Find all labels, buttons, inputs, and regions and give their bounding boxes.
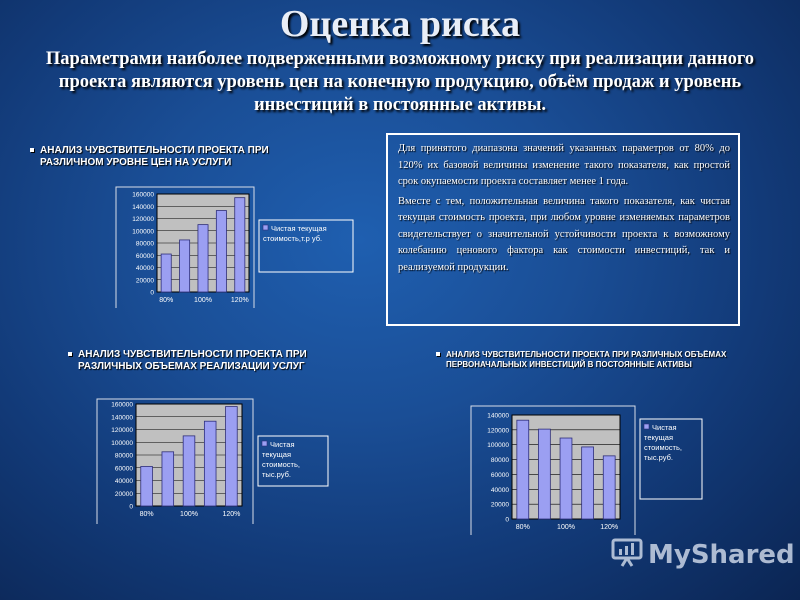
- legend-swatch: [262, 224, 269, 231]
- x-tick-label: 80%: [516, 524, 530, 531]
- x-tick-label: 80%: [140, 511, 154, 518]
- bar: [203, 420, 217, 507]
- x-tick-label: 80%: [159, 297, 173, 304]
- section-heading-investment-text: АНАЛИЗ ЧУВСТВИТЕЛЬНОСТИ ПРОЕКТА ПРИ РАЗЛ…: [446, 350, 727, 369]
- y-tick-label: 20000: [115, 491, 133, 498]
- y-tick-label: 140000: [111, 414, 133, 421]
- y-tick-label: 0: [129, 504, 133, 511]
- watermark-text: MyShared: [648, 540, 795, 570]
- info-paragraph-2: Вместе с тем, положительная величина так…: [398, 195, 730, 273]
- chart-volumes-svg: 0 20000 40000 60000 80000 100000 120000 140000 1…: [96, 398, 329, 524]
- legend-swatch: [261, 440, 268, 447]
- y-tick-label: 0: [150, 290, 154, 297]
- y-tick-label: 100000: [132, 228, 154, 235]
- bar: [581, 446, 594, 520]
- bar: [215, 210, 227, 293]
- y-tick-label: 80000: [491, 457, 509, 464]
- y-tick-label: 160000: [111, 402, 133, 409]
- bar: [140, 466, 153, 507]
- x-tick-label: 120%: [222, 511, 240, 518]
- watermark: MyShared: [610, 537, 795, 574]
- y-tick-label: 60000: [136, 253, 154, 260]
- y-tick-label: 40000: [115, 478, 133, 485]
- section-heading-volumes-text: АНАЛИЗ ЧУВСТВИТЕЛЬНОСТИ ПРОЕКТА ПРИ РАЗЛ…: [78, 349, 307, 372]
- bar: [559, 437, 573, 520]
- bullet-marker: [436, 352, 440, 356]
- bar: [538, 428, 551, 520]
- chart-investment: 0 20000 40000 60000 80000 100000 120000 140000 8…: [470, 405, 708, 535]
- y-tick-label: 40000: [136, 265, 154, 272]
- section-heading-prices-text: АНАЛИЗ ЧУВСТВИТЕЛЬНОСТИ ПРОЕКТА ПРИ РАЗЛ…: [40, 145, 269, 168]
- y-tick-label: 120000: [132, 216, 154, 223]
- bar: [179, 239, 191, 293]
- y-tick-label: 80000: [115, 453, 133, 460]
- chart-prices-svg: 0 20000 40000 60000 80000 100000 120000 140000 1…: [115, 186, 354, 308]
- x-tick-label: 100%: [194, 297, 212, 304]
- section-heading-investment: АНАЛИЗ ЧУВСТВИТЕЛЬНОСТИ ПРОЕКТА ПРИ РАЗЛ…: [436, 350, 746, 370]
- x-tick-label: 100%: [557, 524, 575, 531]
- y-tick-label: 160000: [132, 192, 154, 199]
- bullet-marker: [30, 148, 34, 152]
- y-tick-label: 140000: [487, 413, 509, 420]
- y-tick-label: 20000: [491, 502, 509, 509]
- y-tick-label: 120000: [487, 427, 509, 434]
- chart-prices: 0 20000 40000 60000 80000 100000 120000 140000 1…: [115, 186, 355, 308]
- x-tick-label: 100%: [180, 511, 198, 518]
- bullet-marker: [68, 352, 72, 356]
- section-heading-volumes: АНАЛИЗ ЧУВСТВИТЕЛЬНОСТИ ПРОЕКТА ПРИ РАЗЛ…: [68, 349, 348, 373]
- legend-box: [257, 435, 329, 487]
- bar: [182, 435, 196, 507]
- y-tick-label: 100000: [487, 442, 509, 449]
- y-tick-label: 100000: [111, 440, 133, 447]
- y-tick-label: 60000: [115, 465, 133, 472]
- legend-box: [639, 418, 703, 500]
- y-tick-label: 40000: [491, 487, 509, 494]
- chart-frame: [115, 186, 255, 308]
- bar: [225, 406, 238, 507]
- info-box: Для принятого диапазона значений указанн…: [386, 133, 740, 326]
- bar: [160, 253, 172, 293]
- y-tick-label: 0: [505, 517, 509, 524]
- section-heading-prices: АНАЛИЗ ЧУВСТВИТЕЛЬНОСТИ ПРОЕКТА ПРИ РАЗЛ…: [30, 145, 310, 169]
- y-tick-label: 120000: [111, 427, 133, 434]
- legend-label: Чистая текущая стоимость, тыс.руб.: [262, 440, 300, 479]
- bar: [516, 419, 530, 520]
- x-tick-label: 120%: [600, 524, 618, 531]
- legend-label: Чистая текущая стоимость, тыс.руб.: [644, 423, 682, 462]
- presentation-icon: [610, 537, 644, 574]
- legend-swatch: [643, 423, 650, 430]
- bar: [161, 451, 175, 507]
- chart-frame: [470, 405, 636, 535]
- page-title: Оценка риска: [279, 3, 521, 45]
- y-tick-label: 60000: [491, 472, 509, 479]
- y-tick-label: 80000: [136, 241, 154, 248]
- chart-investment-svg: 0 20000 40000 60000 80000 100000 120000 140000 8…: [470, 405, 703, 535]
- bar: [234, 197, 246, 293]
- legend-label: Чистая текущая стоимость,т.р уб.: [263, 224, 327, 243]
- y-tick-label: 140000: [132, 204, 154, 211]
- page-subtitle: Параметрами наиболее подверженными возмо…: [45, 49, 755, 115]
- bar: [602, 455, 616, 520]
- chart-volumes: 0 20000 40000 60000 80000 100000 120000 140000 1…: [96, 398, 330, 524]
- legend-box: [258, 219, 354, 273]
- y-tick-label: 20000: [136, 277, 154, 284]
- chart-frame: [96, 398, 254, 524]
- info-paragraph-1: Для принятого диапазона значений указанн…: [398, 143, 730, 187]
- bar: [197, 224, 209, 293]
- x-tick-label: 120%: [231, 297, 249, 304]
